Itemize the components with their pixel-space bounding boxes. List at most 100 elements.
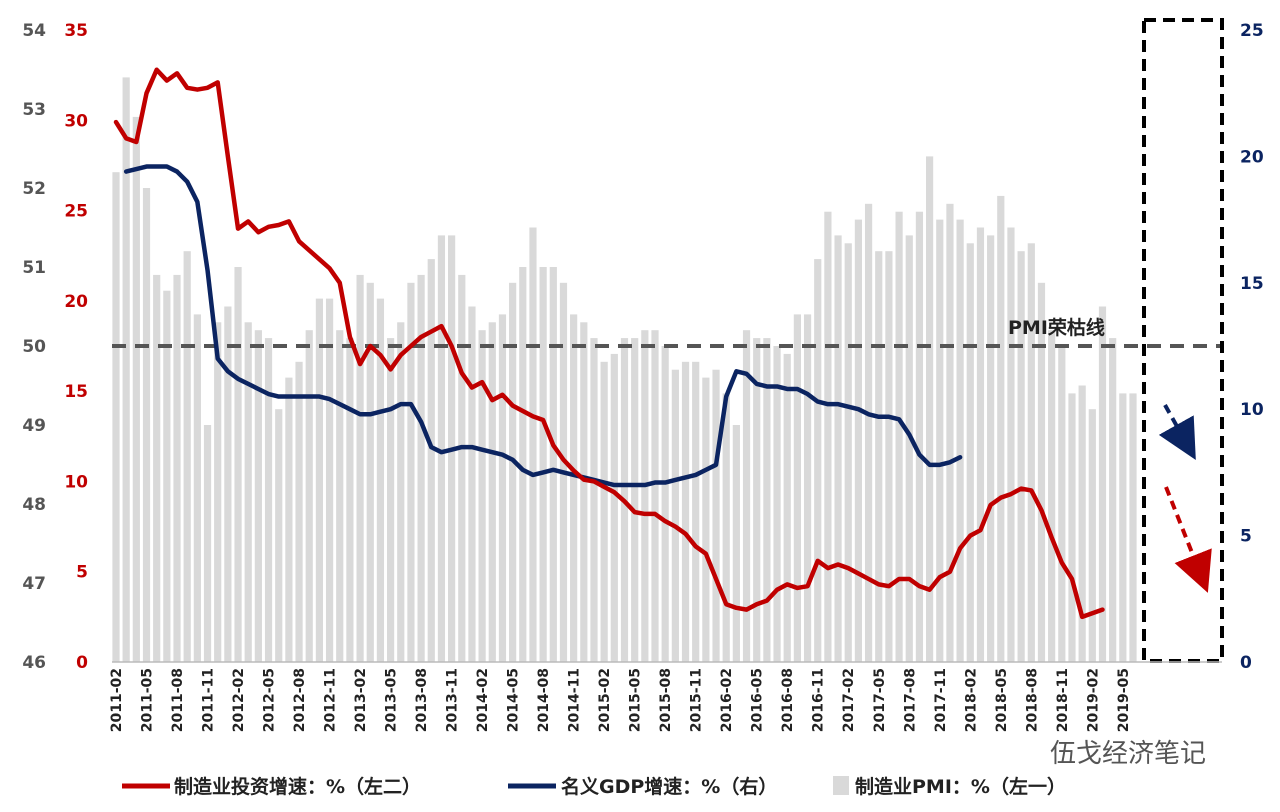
pmi-bar bbox=[153, 274, 161, 662]
left2-axis-tick: 20 bbox=[64, 292, 88, 312]
pmi-bar bbox=[478, 330, 486, 662]
pmi-bar bbox=[224, 306, 232, 662]
left2-axis-tick: 35 bbox=[64, 21, 88, 41]
pmi-bar bbox=[1119, 393, 1127, 662]
pmi-bar bbox=[346, 338, 354, 662]
x-axis-tick-label: 2015-05 bbox=[628, 668, 644, 732]
x-axis-tick-label: 2018-11 bbox=[1055, 668, 1071, 732]
pmi-bar bbox=[692, 361, 700, 662]
pmi-bar bbox=[203, 425, 212, 662]
pmi-bar bbox=[305, 330, 313, 662]
pmi-bar bbox=[539, 267, 547, 662]
pmi-bar bbox=[864, 203, 873, 663]
x-axis-tick-label: 2015-08 bbox=[658, 668, 674, 732]
left2-axis-tick: 10 bbox=[64, 472, 88, 492]
pmi-bar bbox=[183, 251, 191, 662]
pmi-bar bbox=[712, 369, 720, 662]
left2-axis-tick: 0 bbox=[76, 653, 88, 673]
pmi-bar bbox=[315, 298, 323, 662]
x-axis-tick-label: 2015-11 bbox=[689, 668, 705, 732]
left2-axis-tick: 25 bbox=[64, 202, 88, 222]
pmi-bar bbox=[386, 338, 395, 662]
pmi-bar bbox=[397, 322, 405, 662]
pmi-bar bbox=[814, 259, 822, 662]
pmi-bar bbox=[122, 77, 130, 662]
x-axis-tick-label: 2017-11 bbox=[933, 668, 949, 732]
x-axis-tick-label: 2014-11 bbox=[567, 668, 583, 732]
x-axis-tick-label: 2018-08 bbox=[1024, 668, 1040, 732]
pmi-bar bbox=[509, 282, 517, 662]
pmi-bar bbox=[590, 338, 598, 662]
pmi-bar bbox=[325, 298, 334, 662]
x-axis-tick-label: 2016-11 bbox=[811, 668, 827, 732]
x-axis-tick-label: 2019-02 bbox=[1085, 668, 1101, 732]
pmi-bar bbox=[437, 235, 446, 662]
x-axis-tick-label: 2013-05 bbox=[384, 668, 400, 732]
left1-axis-tick: 46 bbox=[22, 653, 46, 673]
pmi-bar bbox=[681, 361, 690, 662]
left2-axis-tick: 30 bbox=[64, 111, 88, 131]
pmi-bar bbox=[458, 274, 466, 662]
pmi-bar bbox=[1109, 338, 1117, 662]
x-axis-tick-label: 2016-08 bbox=[780, 668, 796, 732]
investment-line bbox=[113, 67, 1105, 620]
pmi-bar bbox=[834, 235, 842, 662]
left1-axis-tick: 50 bbox=[22, 337, 46, 357]
pmi-bar bbox=[610, 353, 618, 662]
left1-axis-tick: 51 bbox=[22, 258, 46, 278]
left1-axis-tick: 52 bbox=[22, 179, 46, 199]
pmi-bar bbox=[661, 346, 669, 662]
pmi-bar bbox=[193, 314, 201, 662]
left1-axis-tick: 49 bbox=[22, 416, 46, 436]
pmi-bar bbox=[132, 116, 140, 662]
x-axis-tick-label: 2011-11 bbox=[201, 668, 217, 732]
x-axis-tick-label: 2013-11 bbox=[445, 668, 461, 732]
left2-axis-tick: 5 bbox=[76, 563, 88, 583]
gdp-line bbox=[123, 164, 963, 488]
pmi-bars bbox=[112, 77, 1137, 663]
series-lines bbox=[113, 67, 1105, 620]
pmi-bar bbox=[742, 330, 751, 662]
pmi-bar bbox=[336, 330, 344, 662]
pmi-bar bbox=[966, 243, 974, 663]
pmi-bar bbox=[1098, 306, 1107, 662]
pmi-bar bbox=[264, 338, 273, 662]
pmi-threshold-label: PMI荣枯线 bbox=[1008, 316, 1105, 339]
legend-label-pmi: 制造业PMI：%（左一） bbox=[855, 775, 1066, 798]
pmi-bar bbox=[214, 322, 222, 662]
right-axis-tick: 5 bbox=[1240, 527, 1252, 547]
pmi-bar bbox=[1017, 251, 1025, 662]
pmi-bar bbox=[468, 306, 476, 662]
pmi-bar bbox=[936, 219, 944, 662]
pmi-bar bbox=[570, 314, 578, 662]
pmi-bar bbox=[763, 338, 771, 662]
pmi-bar bbox=[549, 267, 557, 662]
pmi-bar bbox=[1048, 330, 1056, 662]
pmi-bar bbox=[254, 330, 262, 662]
pmi-bar bbox=[956, 219, 964, 662]
pmi-bar bbox=[895, 211, 903, 662]
pmi-bar bbox=[631, 338, 639, 662]
x-axis-tick-label: 2013-08 bbox=[414, 668, 430, 732]
pmi-bar bbox=[732, 425, 740, 662]
pmi-bar bbox=[580, 322, 588, 662]
pmi-bar bbox=[427, 259, 435, 662]
legend-label-gdp: 名义GDP增速：%（右） bbox=[561, 775, 777, 798]
x-axis-tick-label: 2018-05 bbox=[994, 668, 1010, 732]
pmi-bar bbox=[641, 330, 649, 662]
left1-axis-tick: 48 bbox=[22, 495, 46, 515]
axes: 46 47 48 49 50 51 52 53 54 0 5 10 15 20 25 30 35 0 5 10 15 20… bbox=[22, 21, 1264, 673]
x-axis-ticks: 2011-02 2011-05 2011-08 2011-11 2012-02 2012-… bbox=[109, 668, 1132, 732]
legend-label-investment: 制造业投资增速：%（左二） bbox=[174, 775, 421, 798]
x-axis-tick-label: 2017-02 bbox=[841, 668, 857, 732]
pmi-bar bbox=[722, 393, 730, 662]
pmi-bar bbox=[1058, 346, 1066, 662]
pmi-bar bbox=[1129, 393, 1137, 662]
x-axis-tick-label: 2016-02 bbox=[719, 668, 735, 732]
pmi-bar bbox=[1007, 227, 1015, 662]
legend-swatch-pmi bbox=[833, 776, 849, 795]
pmi-bar bbox=[997, 195, 1005, 662]
x-axis-tick-label: 2017-08 bbox=[902, 668, 918, 732]
pmi-bar bbox=[854, 219, 863, 662]
